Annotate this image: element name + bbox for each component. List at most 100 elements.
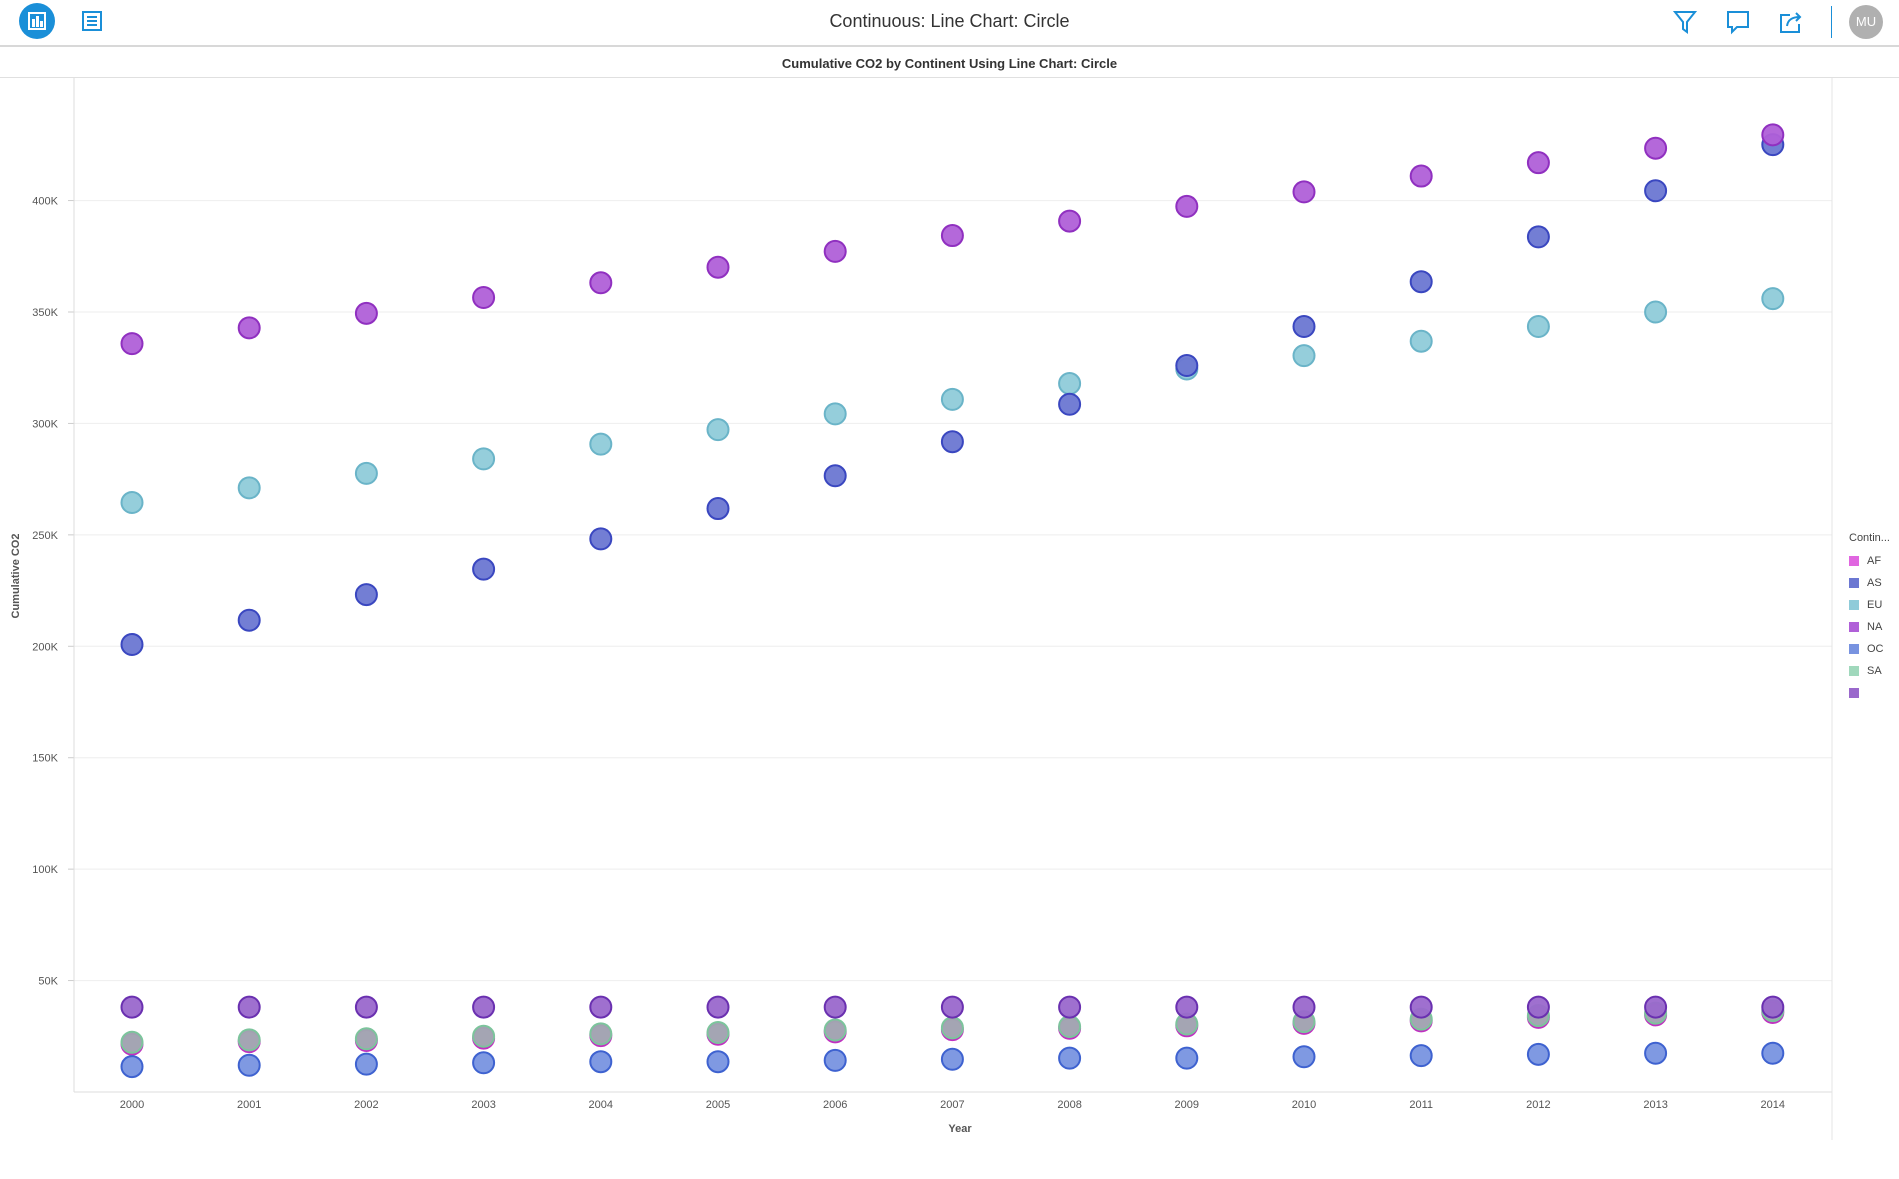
data-point-na [1409,164,1433,188]
chart-icon[interactable] [19,3,55,39]
legend-title: Contin... [1849,532,1890,544]
y-tick-label: 150K [32,753,58,765]
data-point-eu [706,418,730,442]
data-point-unnamed [354,995,378,1019]
y-tick-label: 350K [32,307,58,319]
data-point-eu [354,461,378,485]
data-point-unnamed [472,995,496,1019]
x-tick-label: 2003 [471,1099,495,1111]
data-point-as [1175,353,1199,377]
legend-item[interactable]: OC [1849,638,1890,660]
share-icon[interactable] [1778,9,1804,35]
x-tick-label: 2000 [120,1099,144,1111]
x-tick-label: 2007 [940,1099,964,1111]
data-point-oc [237,1053,261,1077]
data-point-as [237,608,261,632]
legend-swatch [1849,644,1859,654]
legend-swatch [1849,556,1859,566]
legend-swatch [1849,688,1859,698]
data-point-oc [706,1050,730,1074]
data-point-na [589,271,613,295]
data-point-oc [1526,1042,1550,1066]
data-point-oc [1761,1041,1785,1065]
legend-item[interactable] [1849,682,1890,704]
data-point-unnamed [1526,995,1550,1019]
data-point-oc [1292,1045,1316,1069]
data-point-unnamed [1058,995,1082,1019]
y-tick-label: 300K [32,418,58,430]
legend-item[interactable]: AS [1849,572,1890,594]
data-point-na [120,332,144,356]
data-point-oc [1644,1041,1668,1065]
data-point-na [354,301,378,325]
data-point-oc [823,1048,847,1072]
comment-icon[interactable] [1725,9,1751,35]
data-point-sa [237,1028,261,1052]
x-tick-label: 2011 [1409,1099,1433,1111]
data-point-na [472,286,496,310]
data-point-na [706,255,730,279]
x-tick-label: 2002 [354,1099,378,1111]
data-point-as [1292,314,1316,338]
data-point-sa [1058,1014,1082,1038]
data-point-eu [472,447,496,471]
data-point-oc [1409,1044,1433,1068]
legend-swatch [1849,666,1859,676]
legend-item[interactable]: EU [1849,594,1890,616]
data-point-na [823,239,847,263]
avatar[interactable]: MU [1849,5,1883,39]
x-tick-label: 2005 [706,1099,730,1111]
y-tick-label: 250K [32,530,58,542]
legend-label: AS [1867,577,1882,589]
data-point-eu [823,402,847,426]
x-tick-label: 2010 [1292,1099,1316,1111]
data-point-na [237,316,261,340]
data-point-unnamed [1175,995,1199,1019]
data-point-unnamed [1292,995,1316,1019]
data-point-as [1644,179,1668,203]
legend-item[interactable]: SA [1849,660,1890,682]
y-tick-label: 100K [32,864,58,876]
data-point-sa [823,1018,847,1042]
x-axis-label: Year [948,1123,972,1135]
app-title: Continuous: Line Chart: Circle [829,11,1070,31]
data-point-unnamed [1409,995,1433,1019]
chart-title: Cumulative CO2 by Continent Using Line C… [781,56,1118,71]
data-point-as [1058,392,1082,416]
data-point-oc [1058,1046,1082,1070]
x-tick-label: 2006 [823,1099,847,1111]
data-point-sa [472,1024,496,1048]
x-tick-label: 2012 [1526,1099,1550,1111]
data-point-na [1761,123,1785,147]
legend-item[interactable]: AF [1849,550,1890,572]
data-point-eu [237,476,261,500]
data-point-oc [472,1051,496,1075]
list-icon[interactable] [82,11,102,31]
data-point-oc [940,1047,964,1071]
legend-item[interactable]: NA [1849,616,1890,638]
data-point-unnamed [120,995,144,1019]
data-point-unnamed [706,995,730,1019]
data-point-eu [120,491,144,515]
data-point-eu [1292,344,1316,368]
data-point-as [706,497,730,521]
divider [1831,6,1832,38]
data-point-unnamed [1644,995,1668,1019]
data-point-sa [589,1022,613,1046]
data-point-na [1175,194,1199,218]
data-point-as [1409,270,1433,294]
data-point-eu [1409,329,1433,353]
data-point-as [120,633,144,657]
y-tick-label: 50K [38,976,58,988]
y-tick-label: 400K [32,196,58,208]
data-point-na [1526,151,1550,175]
data-point-unnamed [589,995,613,1019]
data-point-oc [120,1055,144,1079]
data-point-oc [589,1050,613,1074]
legend-swatch [1849,578,1859,588]
legend-label: SA [1867,665,1882,677]
filter-icon[interactable] [1672,9,1698,35]
x-tick-label: 2013 [1643,1099,1667,1111]
x-tick-label: 2009 [1175,1099,1199,1111]
